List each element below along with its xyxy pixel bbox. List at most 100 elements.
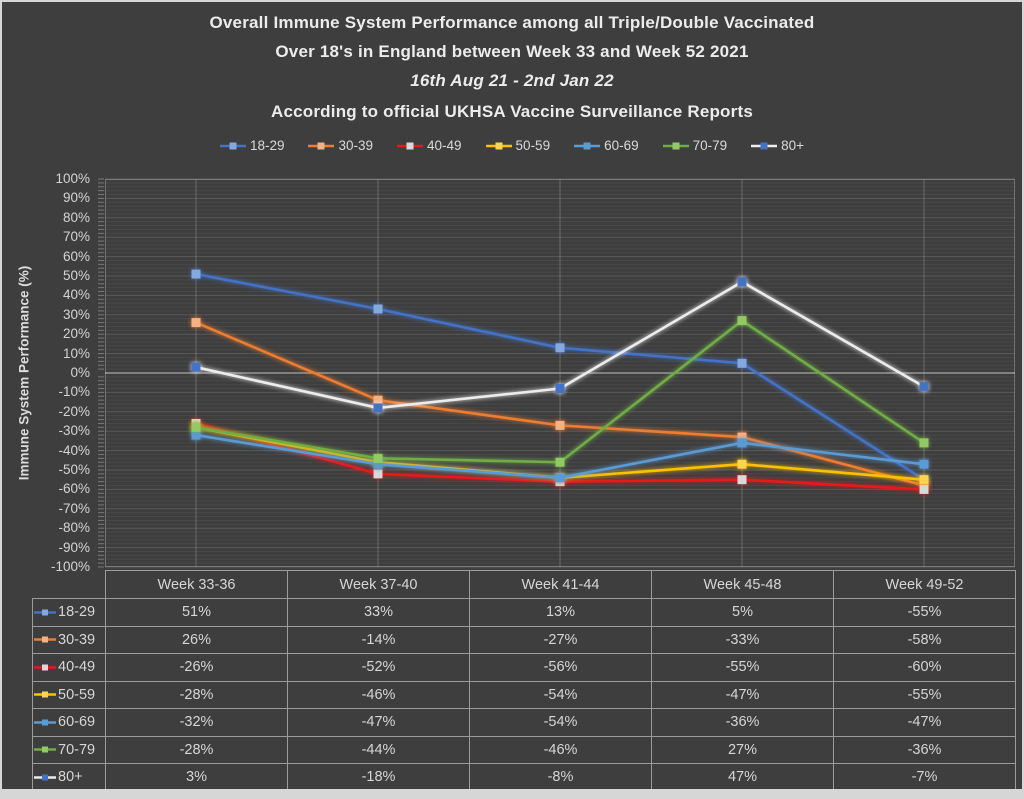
table-row-40-49: 40-49 -26% -52% -56% -55% -60%: [32, 653, 1016, 682]
legend-item-40-49: 40-49: [397, 138, 462, 153]
table-row-30-39: 30-39 26% -14% -27% -33% -58%: [32, 625, 1016, 654]
data-point-marker: [191, 422, 201, 432]
data-point-marker: [737, 277, 747, 287]
legend-item-80+: 80+: [751, 138, 804, 153]
y-axis-tick-label: 30%: [62, 306, 90, 322]
table-cell: -36%: [833, 735, 1016, 764]
table-cell: -26%: [105, 653, 288, 682]
table-cell: -58%: [833, 625, 1016, 654]
y-axis-tick-label: 70%: [62, 229, 90, 245]
legend-marker-icon: [397, 142, 424, 149]
table-row-label: 50-59: [32, 680, 106, 709]
legend-item-60-69: 60-69: [574, 138, 639, 153]
table-cell: -52%: [287, 653, 470, 682]
table-cell: -55%: [833, 680, 1016, 709]
y-axis-tick-label: 20%: [62, 326, 90, 342]
legend-item-label: 50-59: [515, 138, 551, 153]
chart-legend: 18-29 30-39 40-49 50-59 60-69 70-79 80+: [2, 138, 1022, 153]
table-cell: -47%: [651, 680, 834, 709]
row-label-text: 50-59: [58, 686, 96, 703]
y-axis-tick-label: -20%: [58, 403, 90, 419]
series-70-79: [191, 316, 929, 467]
legend-marker-icon: [574, 142, 601, 149]
table-cell: -27%: [469, 625, 652, 654]
legend-marker-icon: [34, 746, 56, 753]
table-cell: -46%: [469, 735, 652, 764]
row-label-text: 70-79: [58, 741, 96, 758]
legend-marker-icon: [34, 719, 56, 726]
data-table: Week 33-36 Week 37-40 Week 41-44 Week 45-48…: [32, 570, 1016, 792]
table-cell: 13%: [469, 598, 652, 627]
legend-marker-icon: [34, 664, 56, 671]
data-point-marker: [373, 453, 383, 463]
table-row-label: 80+: [32, 763, 106, 792]
table-cell: -33%: [651, 625, 834, 654]
data-point-marker: [555, 457, 565, 467]
legend-item-30-39: 30-39: [308, 138, 373, 153]
data-point-marker: [737, 438, 747, 448]
legend-item-label: 30-39: [338, 138, 374, 153]
table-cell: -32%: [105, 708, 288, 737]
legend-marker-icon: [34, 636, 56, 643]
gridlines: [98, 178, 1015, 568]
legend-item-label: 70-79: [692, 138, 728, 153]
table-row-label: 40-49: [32, 653, 106, 682]
y-axis-tick-label: 90%: [62, 190, 90, 206]
table-row-label: 30-39: [32, 625, 106, 654]
data-point-marker: [555, 420, 565, 430]
row-label-text: 80+: [58, 769, 83, 786]
table-row-80+: 80+ 3% -18% -8% 47% -7%: [32, 763, 1016, 792]
data-point-marker: [737, 358, 747, 368]
y-axis-tick-label: 100%: [55, 171, 90, 186]
table-header-cell: Week 37-40: [287, 570, 470, 599]
table-cell: -47%: [287, 708, 470, 737]
row-label-text: 60-69: [58, 714, 96, 731]
data-point-marker: [373, 304, 383, 314]
table-cell: -55%: [651, 653, 834, 682]
y-axis-tick-label: -80%: [58, 520, 90, 536]
y-axis-tick-label: 50%: [62, 268, 90, 283]
y-axis-tick-label: 60%: [62, 248, 90, 264]
table-row-50-59: 50-59 -28% -46% -54% -47% -55%: [32, 680, 1016, 709]
legend-marker-icon: [485, 142, 512, 149]
chart-title-line-3: 16th Aug 21 - 2nd Jan 22: [410, 71, 614, 90]
table-cell: -54%: [469, 680, 652, 709]
table-cell: -18%: [287, 763, 470, 792]
table-row-70-79: 70-79 -28% -44% -46% 27% -36%: [32, 735, 1016, 764]
chart-title-line-4: According to official UKHSA Vaccine Surv…: [271, 102, 753, 121]
table-cell: -8%: [469, 763, 652, 792]
data-point-marker: [919, 484, 929, 494]
legend-marker-icon: [34, 774, 56, 781]
legend-marker-icon: [751, 142, 778, 149]
table-header-cell: Week 33-36: [105, 570, 288, 599]
table-corner-cell: [33, 571, 106, 599]
data-point-marker: [373, 403, 383, 413]
data-point-marker: [737, 475, 747, 485]
table-cell: -7%: [833, 763, 1016, 792]
legend-marker-icon: [308, 142, 335, 149]
data-point-marker: [919, 438, 929, 448]
legend-item-50-59: 50-59: [485, 138, 551, 153]
data-point-marker: [555, 473, 565, 483]
table-cell: 47%: [651, 763, 834, 792]
legend-marker-icon: [34, 691, 56, 698]
legend-marker-icon: [219, 142, 246, 149]
table-header-row: Week 33-36 Week 37-40 Week 41-44 Week 45-48…: [33, 570, 1016, 599]
data-point-marker: [919, 459, 929, 469]
table-cell: -44%: [287, 735, 470, 764]
y-axis-tick-label: 80%: [62, 209, 90, 225]
table-cell: -60%: [833, 653, 1016, 682]
row-label-text: 18-29: [58, 604, 96, 621]
y-axis-tick-label: 40%: [62, 287, 90, 303]
y-axis-tick-label: -60%: [58, 481, 90, 497]
table-row-label: 70-79: [32, 735, 106, 764]
table-cell: -28%: [105, 680, 288, 709]
table-cell: -14%: [287, 625, 470, 654]
table-cell: -55%: [833, 598, 1016, 627]
data-point-marker: [919, 475, 929, 485]
y-axis-tick-label: -40%: [58, 442, 90, 458]
data-point-marker: [191, 430, 201, 440]
series-60-69: [191, 430, 929, 483]
data-point-marker: [373, 395, 383, 405]
